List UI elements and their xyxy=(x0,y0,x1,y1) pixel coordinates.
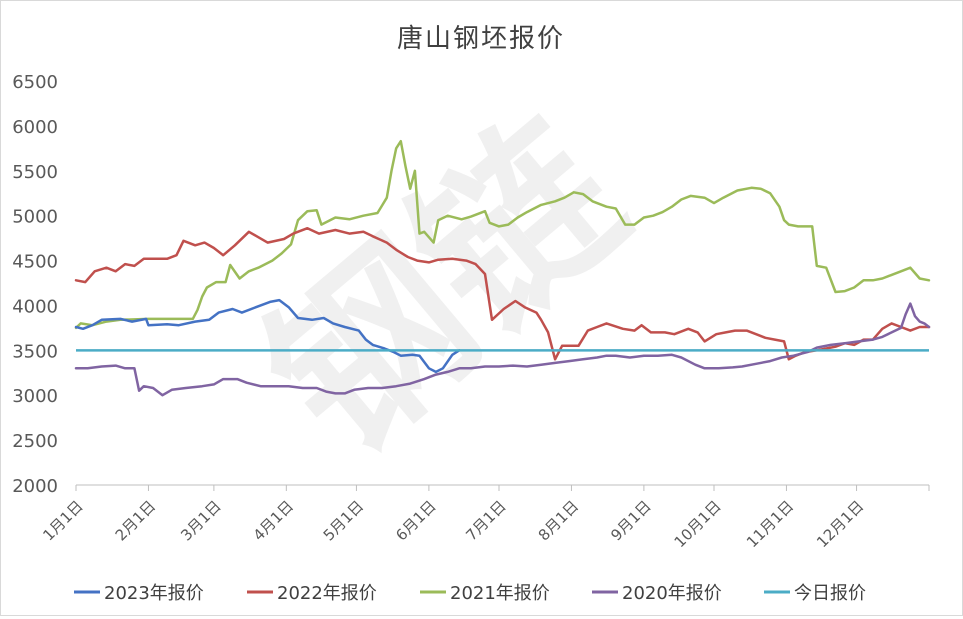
x-tick-label: 6月1日 xyxy=(392,497,439,544)
legend-label: 2022年报价 xyxy=(277,583,377,604)
watermark-text: 钢链 xyxy=(229,82,662,496)
x-tick-label: 3月1日 xyxy=(177,497,224,544)
x-tick-label: 2月1日 xyxy=(112,497,159,544)
y-tick-label: 6000 xyxy=(12,117,58,138)
legend-label: 今日报价 xyxy=(794,583,866,604)
x-tick-label: 8月1日 xyxy=(535,497,582,544)
watermark: 钢链 xyxy=(229,82,662,496)
series-line-3 xyxy=(74,302,931,397)
x-tick-label: 12月1日 xyxy=(813,497,867,551)
y-tick-label: 3000 xyxy=(12,386,58,407)
y-tick-label: 3500 xyxy=(12,341,58,362)
x-tick-label: 7月1日 xyxy=(462,497,509,544)
legend-label: 2021年报价 xyxy=(450,583,550,604)
x-axis: 1月1日 2月1日 3月1日 4月1日 5月1日 6月1日 7月1日 8月1日 9月1日 10月1… xyxy=(39,484,930,551)
legend-label: 2020年报价 xyxy=(622,583,722,604)
y-tick-label: 5000 xyxy=(12,207,58,228)
x-tick-label: 10月1日 xyxy=(671,497,725,551)
series-line-0 xyxy=(74,298,461,374)
y-tick-label: 2000 xyxy=(12,476,58,497)
x-tick-label: 4月1日 xyxy=(250,497,297,544)
series-layer xyxy=(74,139,931,397)
y-tick-label: 2500 xyxy=(12,431,58,452)
y-tick-label: 4000 xyxy=(12,296,58,317)
x-tick-label: 9月1日 xyxy=(607,497,654,544)
x-tick-label: 1月1日 xyxy=(39,497,86,544)
legend: 2023年报价 2022年报价 2021年报价 2020年报价 今日报价 xyxy=(74,583,866,604)
y-tick-label: 4500 xyxy=(12,252,58,273)
series-line-2 xyxy=(74,139,931,330)
legend-label: 2023年报价 xyxy=(104,583,204,604)
y-axis: 2000 2500 3000 3500 4000 4500 5000 5500 6000 6500 xyxy=(12,72,58,497)
y-tick-label: 5500 xyxy=(12,162,58,183)
x-tick-label: 11月1日 xyxy=(743,497,797,551)
y-tick-label: 6500 xyxy=(12,72,58,93)
chart-title: 唐山钢坯报价 xyxy=(397,24,565,54)
x-tick-label: 5月1日 xyxy=(320,497,367,544)
